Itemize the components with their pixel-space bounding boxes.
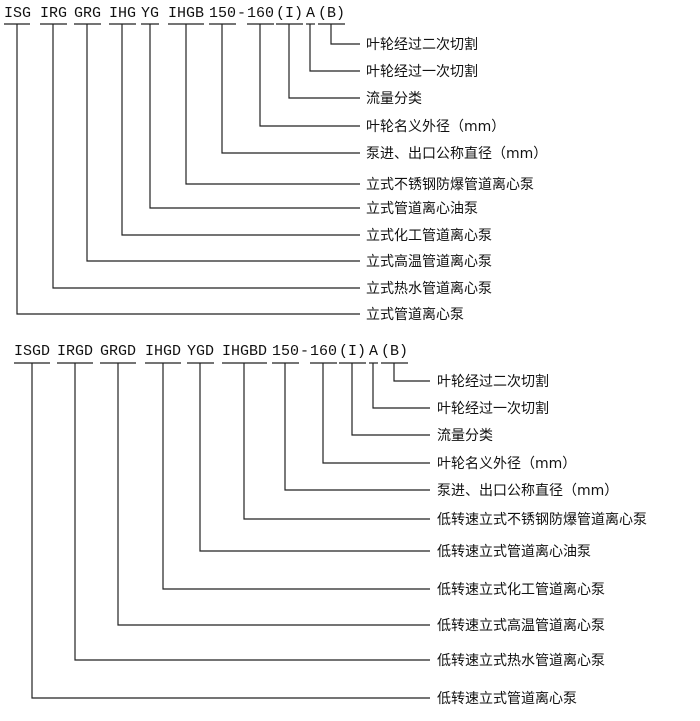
code-ihg: IHG bbox=[109, 5, 136, 22]
code-grg: GRG bbox=[74, 5, 101, 22]
leader-line bbox=[86, 24, 360, 262]
code-isg: ISG bbox=[4, 5, 31, 22]
code-meaning-label: 流量分类 bbox=[366, 91, 422, 107]
code-meaning-label: 泵进、出口公称直径（mm） bbox=[437, 482, 618, 499]
leader-line bbox=[162, 363, 430, 590]
code-meaning-label: 立式不锈钢防爆管道离心泵 bbox=[366, 176, 534, 193]
code-meaning-label: 立式管道离心油泵 bbox=[366, 200, 478, 217]
code-i: (I) bbox=[276, 5, 303, 22]
code-meaning-label: 低转速立式化工管道离心泵 bbox=[437, 581, 605, 598]
leader-line bbox=[31, 363, 430, 699]
leader-line bbox=[259, 24, 360, 127]
code-meaning-label: 立式高温管道离心泵 bbox=[366, 253, 492, 270]
code-a: A bbox=[306, 5, 315, 22]
code-ygd: YGD bbox=[187, 343, 214, 360]
code-dash: - bbox=[237, 5, 246, 22]
code-meaning-label: 流量分类 bbox=[437, 428, 493, 444]
code-meaning-label: 立式化工管道离心泵 bbox=[366, 227, 492, 244]
code-meaning-label: 叶轮名义外径（mm） bbox=[366, 119, 505, 135]
leader-line bbox=[309, 24, 360, 72]
code-irgd: IRGD bbox=[57, 343, 93, 360]
code-meaning-label: 泵进、出口公称直径（mm） bbox=[366, 145, 547, 162]
code-a: A bbox=[369, 343, 378, 360]
code-meaning-label: 叶轮经过二次切割 bbox=[366, 36, 478, 53]
leader-line bbox=[117, 363, 430, 626]
leader-line bbox=[288, 24, 360, 99]
leader-line bbox=[121, 24, 360, 236]
vertical-pump-code-section: ISG IRG GRG IHG YG IHGB 150 - 160 (I) A … bbox=[4, 5, 547, 323]
leader-line bbox=[393, 363, 430, 382]
leader-line bbox=[322, 363, 430, 464]
leader-line bbox=[351, 363, 430, 436]
leader-line bbox=[372, 363, 430, 409]
code-meaning-label: 低转速立式热水管道离心泵 bbox=[437, 652, 605, 669]
code-irg: IRG bbox=[40, 5, 67, 22]
leader-line bbox=[221, 24, 360, 154]
leader-line bbox=[149, 24, 360, 209]
code-meaning-label: 低转速立式高温管道离心泵 bbox=[437, 617, 605, 634]
code-b: (B) bbox=[318, 5, 345, 22]
code-meaning-label: 叶轮经过二次切割 bbox=[437, 373, 549, 390]
code-isgd: ISGD bbox=[14, 343, 50, 360]
leader-line bbox=[52, 24, 360, 289]
leader-line bbox=[243, 363, 430, 520]
leader-line bbox=[199, 363, 430, 552]
code-meaning-label: 叶轮名义外径（mm） bbox=[437, 456, 576, 472]
leader-line bbox=[16, 24, 360, 315]
code-meaning-label: 低转速立式不锈钢防爆管道离心泵 bbox=[437, 511, 647, 528]
leader-line bbox=[330, 24, 360, 45]
code-i: (I) bbox=[339, 343, 366, 360]
code-b: (B) bbox=[381, 343, 408, 360]
code-grgd: GRGD bbox=[100, 343, 136, 360]
code-160: 160 bbox=[247, 5, 274, 22]
code-meaning-label: 立式管道离心泵 bbox=[366, 306, 464, 323]
code-meaning-label: 低转速立式管道离心油泵 bbox=[437, 543, 591, 560]
code-yg: YG bbox=[141, 5, 159, 22]
code-meaning-label: 低转速立式管道离心泵 bbox=[437, 690, 577, 707]
leader-line bbox=[284, 363, 430, 491]
code-dash: - bbox=[300, 343, 309, 360]
code-ihgbd: IHGBD bbox=[222, 343, 267, 360]
leader-line bbox=[185, 24, 360, 185]
code-ihgb: IHGB bbox=[168, 5, 204, 22]
code-meaning-label: 叶轮经过一次切割 bbox=[366, 63, 478, 80]
code-160: 160 bbox=[310, 343, 337, 360]
low-speed-pump-code-section: ISGD IRGD GRGD IHGD YGD IHGBD 150 - 160 … bbox=[14, 343, 647, 707]
code-meaning-label: 立式热水管道离心泵 bbox=[366, 280, 492, 297]
code-150: 150 bbox=[272, 343, 299, 360]
leader-line bbox=[74, 363, 430, 661]
code-150: 150 bbox=[209, 5, 236, 22]
code-ihgd: IHGD bbox=[145, 343, 181, 360]
code-meaning-label: 叶轮经过一次切割 bbox=[437, 400, 549, 417]
